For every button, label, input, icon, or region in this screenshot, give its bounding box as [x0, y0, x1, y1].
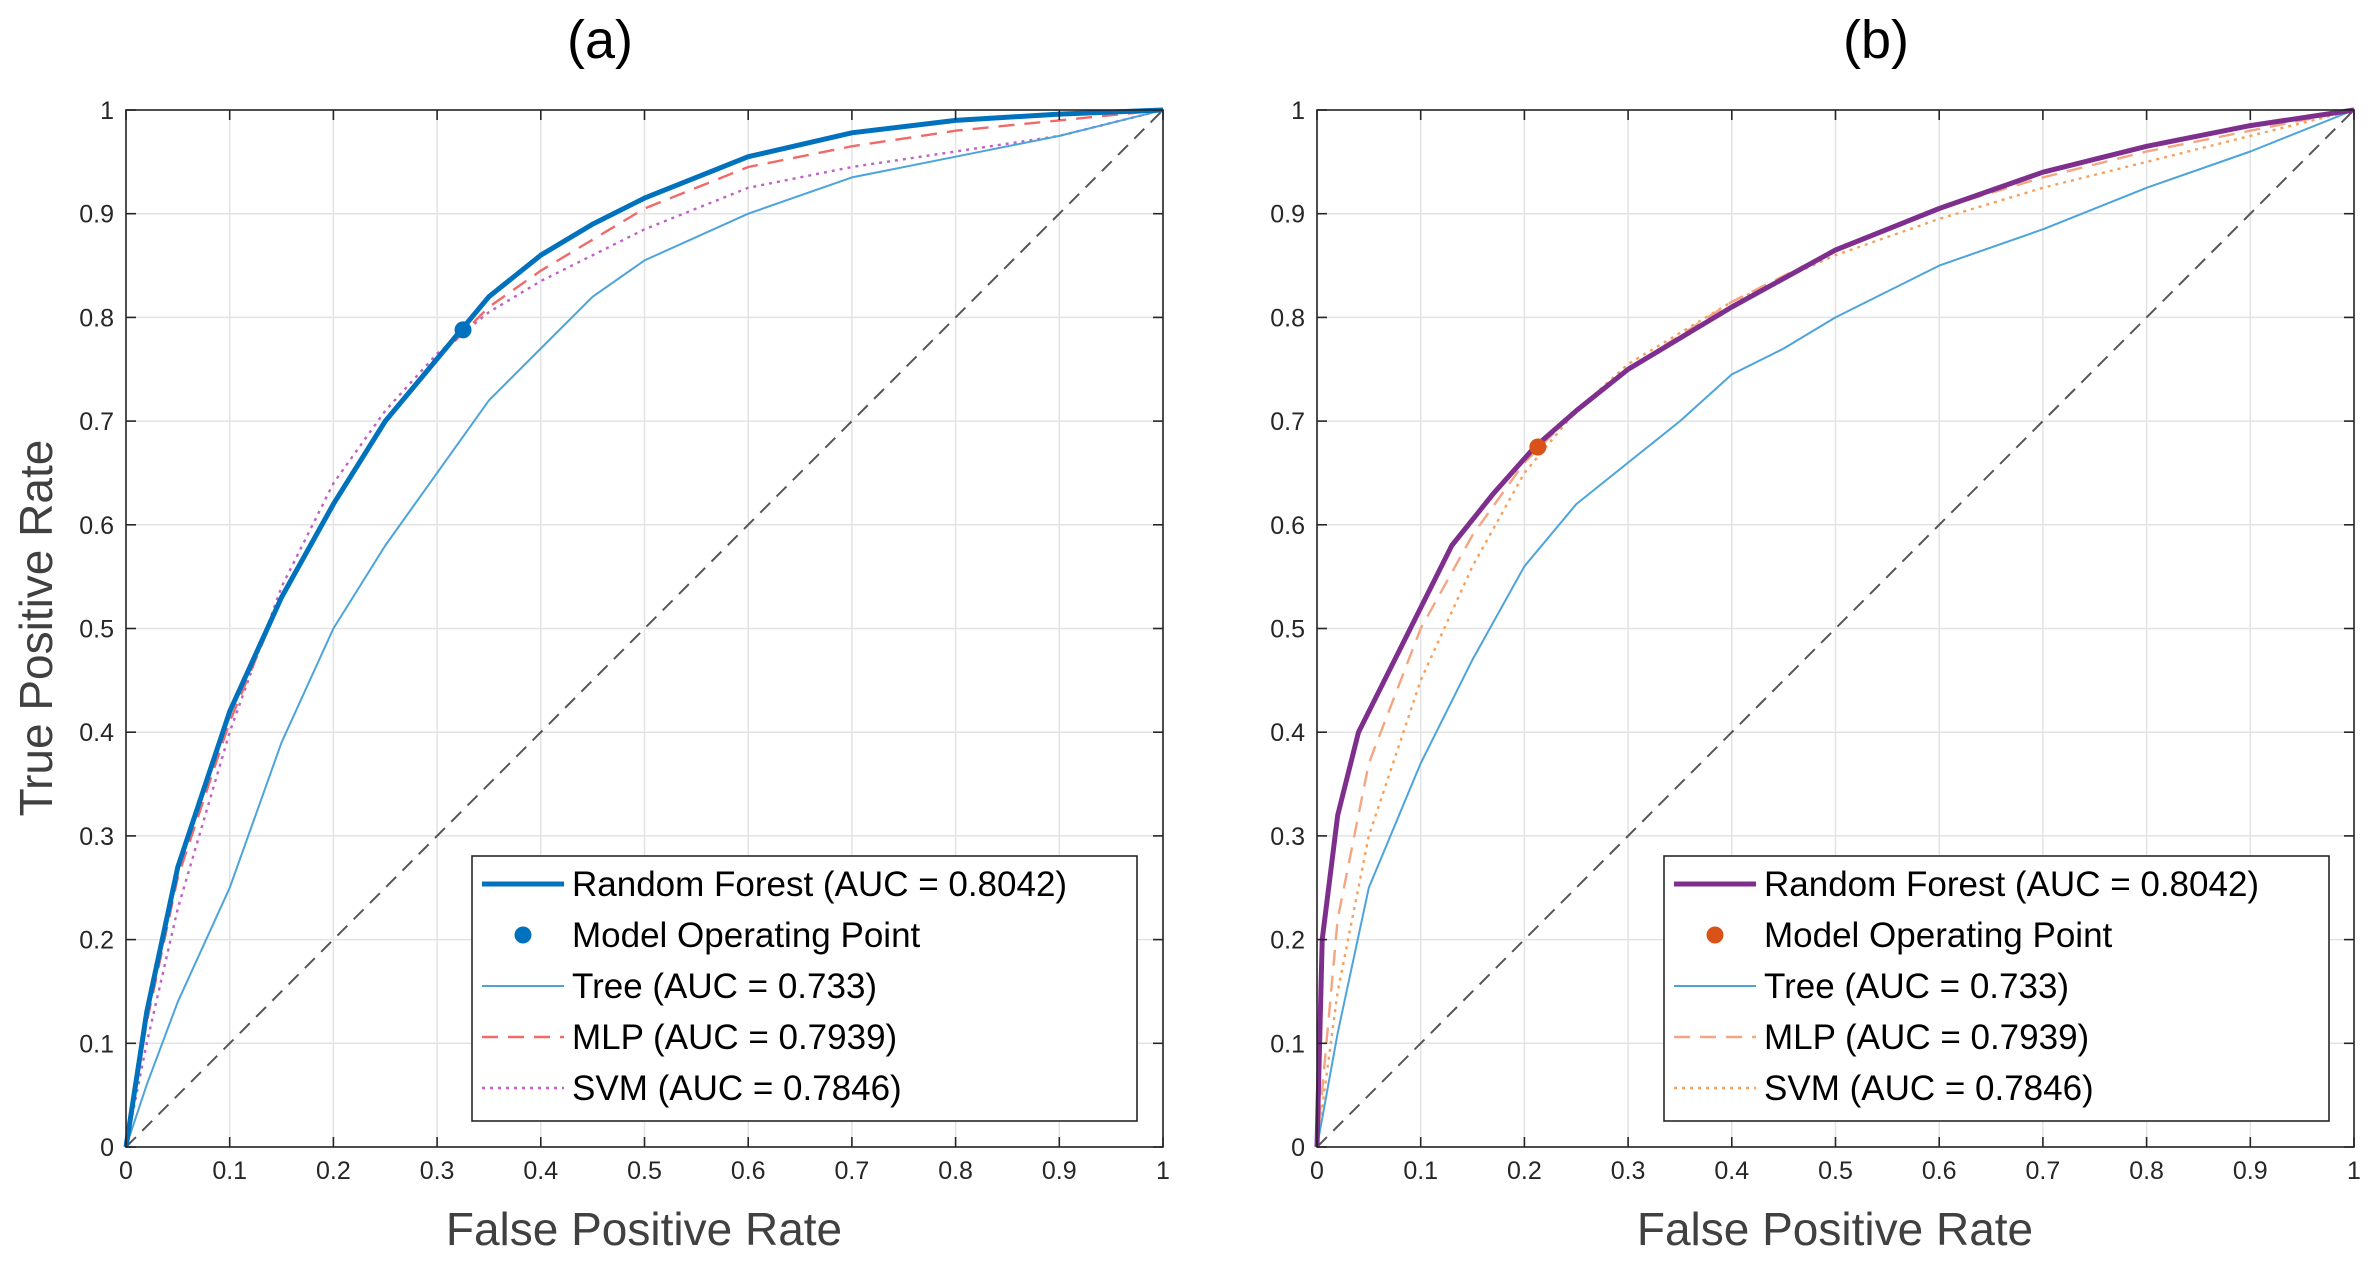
operating-point-marker: [1529, 438, 1547, 456]
x-tick-label: 0.5: [627, 1157, 662, 1185]
y-tick-label: 0.9: [1270, 201, 1305, 229]
y-tick-label: 0: [1291, 1134, 1305, 1162]
legend-entry-label: SVM (AUC = 0.7846): [1764, 1069, 2094, 1108]
x-tick-label: 1: [2347, 1157, 2361, 1185]
series-line-random: [1314, 107, 2355, 1148]
x-tick-label: 0.6: [1922, 1157, 1957, 1185]
y-tick-label: 0.5: [79, 616, 114, 644]
y-tick-label: 1: [1291, 97, 1305, 125]
panel-a-y-axis-label: True Positive Rate: [10, 440, 62, 817]
panel-b-series-group: [1314, 107, 2355, 1148]
panel-b-ticks: 0 0.1 0.2 0.3 0.4 0.5 0.6 0.7 0.8 0.9 1 0 0.1 0.2 0.3 0…: [1270, 97, 2361, 1185]
y-tick-label: 0.5: [1270, 616, 1305, 644]
x-tick-label: 0.2: [1507, 1157, 1542, 1185]
y-tick-label: 0.1: [79, 1030, 114, 1058]
panel-a-chance-diagonal: [125, 109, 1164, 1148]
x-tick-label: 0.1: [1403, 1157, 1438, 1185]
y-tick-label: 0.3: [79, 823, 114, 851]
x-tick-label: 0.5: [1818, 1157, 1853, 1185]
x-tick-label: 1: [1156, 1157, 1170, 1185]
legend-entry-label: Tree (AUC = 0.733): [1764, 967, 2069, 1006]
x-tick-label: 0.1: [212, 1157, 247, 1185]
y-tick-label: 0.7: [79, 408, 114, 436]
legend-entry-label: Random Forest (AUC = 0.8042): [1764, 865, 2259, 904]
series-line-random: [123, 107, 1164, 1148]
panel-a-title: (a): [567, 10, 633, 70]
y-tick-label: 1: [100, 97, 114, 125]
series-line-svm: [1315, 108, 2355, 1148]
y-tick-label: 0.9: [79, 201, 114, 229]
y-tick-label: 0.2: [79, 927, 114, 955]
panel-a-roc-chart: (a) 0 0.1 0.2 0.3 0.4 0.5 0.6 0.7 0.8 0.9 1 0 0.1 0.2…: [10, 10, 1170, 1255]
panel-a-series-group: [123, 107, 1164, 1148]
x-tick-label: 0.7: [835, 1157, 870, 1185]
legend-entry-label: MLP (AUC = 0.7939): [572, 1018, 897, 1057]
y-tick-label: 0.3: [1270, 823, 1305, 851]
legend-entry-label: Model Operating Point: [572, 916, 921, 955]
legend-entry-label: Model Operating Point: [1764, 916, 2113, 955]
x-tick-label: 0.4: [523, 1157, 558, 1185]
x-tick-label: 0.3: [1611, 1157, 1646, 1185]
x-tick-label: 0.7: [2026, 1157, 2061, 1185]
panel-b-legend: Random Forest (AUC = 0.8042) Model Operat…: [1663, 855, 2330, 1122]
panel-b-x-axis-label: False Positive Rate: [1637, 1203, 2033, 1255]
panel-a-ticks: 0 0.1 0.2 0.3 0.4 0.5 0.6 0.7 0.8 0.9 1 0 0.1 0.2 0.3 0…: [79, 97, 1170, 1185]
panel-b-chance-diagonal: [1316, 109, 2355, 1148]
y-tick-label: 0.8: [1270, 304, 1305, 332]
y-tick-label: 0.8: [79, 304, 114, 332]
x-tick-label: 0.8: [938, 1157, 973, 1185]
legend-entry-label: Tree (AUC = 0.733): [572, 967, 877, 1006]
panel-a-legend: Random Forest (AUC = 0.8042) Model Operat…: [471, 855, 1138, 1122]
x-tick-label: 0.2: [316, 1157, 351, 1185]
x-tick-label: 0.4: [1714, 1157, 1749, 1185]
legend-box: [471, 855, 1138, 1122]
x-tick-label: 0: [1310, 1157, 1324, 1185]
legend-entry-label: MLP (AUC = 0.7939): [1764, 1018, 2089, 1057]
y-tick-label: 0.1: [1270, 1030, 1305, 1058]
y-tick-label: 0.7: [1270, 408, 1305, 436]
y-tick-label: 0.2: [1270, 927, 1305, 955]
x-tick-label: 0: [119, 1157, 133, 1185]
legend-box: [1663, 855, 2330, 1122]
series-line-svm: [124, 108, 1164, 1148]
operating-point-marker: [454, 321, 472, 339]
x-tick-label: 0.9: [1042, 1157, 1077, 1185]
y-tick-label: 0.4: [79, 719, 114, 747]
y-tick-label: 0.4: [1270, 719, 1305, 747]
series-line-tree: [125, 109, 1164, 1148]
x-tick-label: 0.6: [731, 1157, 766, 1185]
panel-a-x-axis-label: False Positive Rate: [446, 1203, 842, 1255]
legend-entry-label: Random Forest (AUC = 0.8042): [572, 865, 1067, 904]
y-tick-label: 0.6: [79, 512, 114, 540]
series-line-tree: [1316, 109, 2355, 1148]
legend-swatch-marker: [1706, 926, 1724, 944]
legend-entry-label: SVM (AUC = 0.7846): [572, 1069, 902, 1108]
legend-swatch-marker: [514, 926, 532, 944]
x-tick-label: 0.8: [2129, 1157, 2164, 1185]
panel-b-roc-chart: (b) 0 0.1 0.2 0.3 0.4 0.5 0.6 0.7 0.8 0.9 1 0 0.1 0.2…: [1270, 10, 2361, 1255]
y-tick-label: 0.6: [1270, 512, 1305, 540]
y-tick-label: 0: [100, 1134, 114, 1162]
x-tick-label: 0.3: [420, 1157, 455, 1185]
x-tick-label: 0.9: [2233, 1157, 2268, 1185]
panel-b-title: (b): [1843, 10, 1909, 70]
